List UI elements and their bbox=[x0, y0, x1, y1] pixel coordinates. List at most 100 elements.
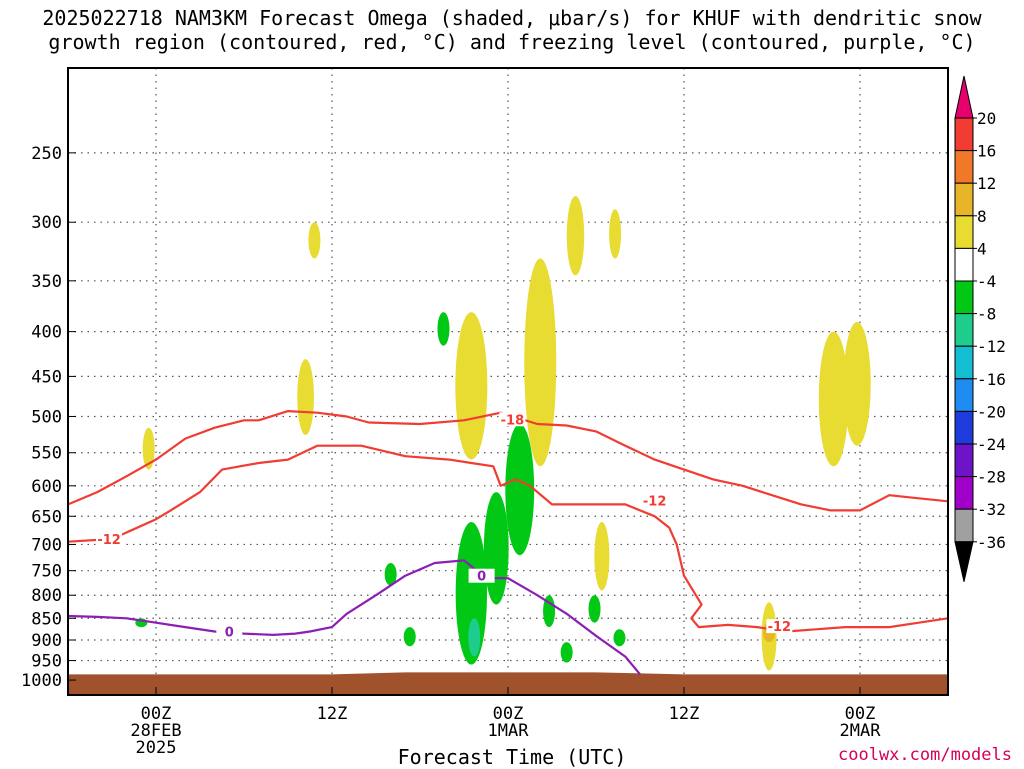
omega-rising-area bbox=[609, 209, 622, 259]
y-tick-label: 750 bbox=[31, 562, 62, 582]
x-tick-label: 1MAR bbox=[488, 721, 530, 741]
contour-label-bg bbox=[468, 568, 495, 583]
title-line-2: growth region (contoured, red, °C) and f… bbox=[48, 30, 976, 54]
contour-label-bg bbox=[766, 619, 793, 634]
contour-label-bg bbox=[641, 493, 668, 508]
x-tick-label: 28FEB bbox=[130, 721, 181, 741]
colorbar-label: -20 bbox=[977, 402, 1006, 421]
contour-label-bg bbox=[499, 412, 526, 427]
colorbar-segment bbox=[954, 410, 974, 445]
omega-sinking-area bbox=[468, 618, 481, 657]
omega-sinking-area bbox=[560, 642, 573, 663]
colorbar-segment bbox=[954, 378, 974, 412]
omega-rising-area bbox=[308, 222, 321, 259]
y-tick-label: 1000 bbox=[21, 671, 62, 691]
colorbar-bottom-arrow bbox=[954, 541, 974, 582]
omega-sinking-area bbox=[384, 562, 397, 586]
colorbar-segment bbox=[954, 508, 974, 543]
contour-label: 0 bbox=[225, 625, 234, 640]
x-tick-label: 00Z bbox=[845, 704, 876, 724]
contour-label: -12 bbox=[768, 620, 792, 635]
y-tick-label: 900 bbox=[31, 631, 62, 651]
y-tick-label: 950 bbox=[31, 652, 62, 672]
x-tick-label: 2MAR bbox=[840, 721, 882, 741]
omega-rising-area bbox=[566, 195, 585, 276]
title-line-1: 2025022718 NAM3KM Forecast Omega (shaded… bbox=[42, 6, 982, 30]
omega-sinking-area bbox=[588, 595, 601, 623]
y-axis-ticks: 2503003504004505005506006507007508008509… bbox=[21, 144, 76, 691]
colorbar-segment bbox=[954, 280, 974, 315]
credit-link[interactable]: coolwx.com/models bbox=[838, 745, 1012, 765]
colorbar-segment bbox=[954, 150, 974, 184]
colorbar-segment bbox=[954, 345, 974, 380]
colorbar-label: -12 bbox=[977, 337, 1006, 356]
x-tick-label: 2025 bbox=[136, 738, 177, 758]
colorbar-label: -28 bbox=[977, 468, 1006, 487]
contour-line bbox=[68, 559, 641, 676]
contour-label: -18 bbox=[501, 413, 525, 428]
omega-shading bbox=[135, 195, 871, 671]
x-tick-label: 00Z bbox=[493, 704, 524, 724]
grid-lines bbox=[68, 68, 948, 695]
colorbar-label: 8 bbox=[977, 207, 987, 226]
colorbar-segment bbox=[954, 443, 974, 478]
omega-rising-area bbox=[843, 321, 871, 446]
colorbar-segment bbox=[954, 313, 974, 347]
terrain-fill bbox=[68, 672, 948, 695]
omega-sinking-area bbox=[505, 424, 535, 556]
y-tick-label: 650 bbox=[31, 507, 62, 527]
y-tick-label: 600 bbox=[31, 477, 62, 497]
contour-label-bg bbox=[216, 624, 243, 639]
x-tick-label: 00Z bbox=[141, 704, 172, 724]
terrain-surface bbox=[68, 672, 948, 695]
chart-title: 2025022718 NAM3KM Forecast Omega (shaded… bbox=[0, 6, 1024, 54]
y-tick-label: 500 bbox=[31, 407, 62, 427]
x-tick-label: 12Z bbox=[317, 704, 348, 724]
contour-labels: -18 -12 -12 -12 0 0 bbox=[96, 412, 793, 640]
omega-rising-area bbox=[455, 312, 488, 460]
colorbar: 20 16 12 8 4 -4 -8 -12 -16 -20 -24 -28 -32 -36 bbox=[954, 75, 1006, 582]
colorbar-label: -4 bbox=[977, 272, 996, 291]
colorbar-label: -16 bbox=[977, 370, 1006, 389]
colorbar-top-arrow bbox=[954, 75, 974, 119]
colorbar-label: -8 bbox=[977, 305, 996, 324]
omega-rising-area bbox=[524, 258, 557, 467]
y-tick-label: 850 bbox=[31, 609, 62, 629]
colorbar-segment bbox=[954, 476, 974, 510]
y-tick-label: 550 bbox=[31, 444, 62, 464]
contour-label-bg bbox=[96, 532, 123, 547]
omega-rising-area bbox=[142, 427, 155, 470]
colorbar-segment bbox=[954, 182, 974, 217]
y-tick-label: 400 bbox=[31, 323, 62, 343]
colorbar-label: 20 bbox=[977, 109, 996, 128]
colorbar-label: -24 bbox=[977, 435, 1006, 454]
y-tick-label: 450 bbox=[31, 367, 62, 387]
omega-sinking-area bbox=[437, 312, 450, 346]
omega-sinking-area bbox=[613, 629, 626, 647]
colorbar-segment bbox=[954, 247, 974, 282]
contour-label: -12 bbox=[643, 494, 667, 509]
omega-sinking-area bbox=[543, 595, 556, 628]
y-tick-label: 350 bbox=[31, 272, 62, 292]
omega-sinking-area bbox=[403, 627, 416, 647]
colorbar-label: 12 bbox=[977, 174, 996, 193]
omega-rising-area bbox=[818, 331, 849, 467]
y-tick-label: 800 bbox=[31, 586, 62, 606]
contour-label: -12 bbox=[97, 533, 121, 548]
colorbar-label: 4 bbox=[977, 239, 987, 258]
contour-label: 0 bbox=[477, 570, 486, 585]
y-tick-label: 250 bbox=[31, 144, 62, 164]
x-axis-label: Forecast Time (UTC) bbox=[397, 745, 627, 769]
y-tick-label: 700 bbox=[31, 535, 62, 555]
omega-rising-area bbox=[594, 522, 610, 591]
colorbar-label: 16 bbox=[977, 142, 996, 161]
omega-sinking-area bbox=[483, 492, 509, 605]
x-tick-label: 12Z bbox=[669, 704, 700, 724]
omega-rising-area bbox=[297, 359, 314, 436]
y-tick-label: 300 bbox=[31, 213, 62, 233]
colorbar-segment bbox=[954, 215, 974, 249]
colorbar-label: -32 bbox=[977, 500, 1006, 519]
colorbar-label: -36 bbox=[977, 533, 1006, 552]
